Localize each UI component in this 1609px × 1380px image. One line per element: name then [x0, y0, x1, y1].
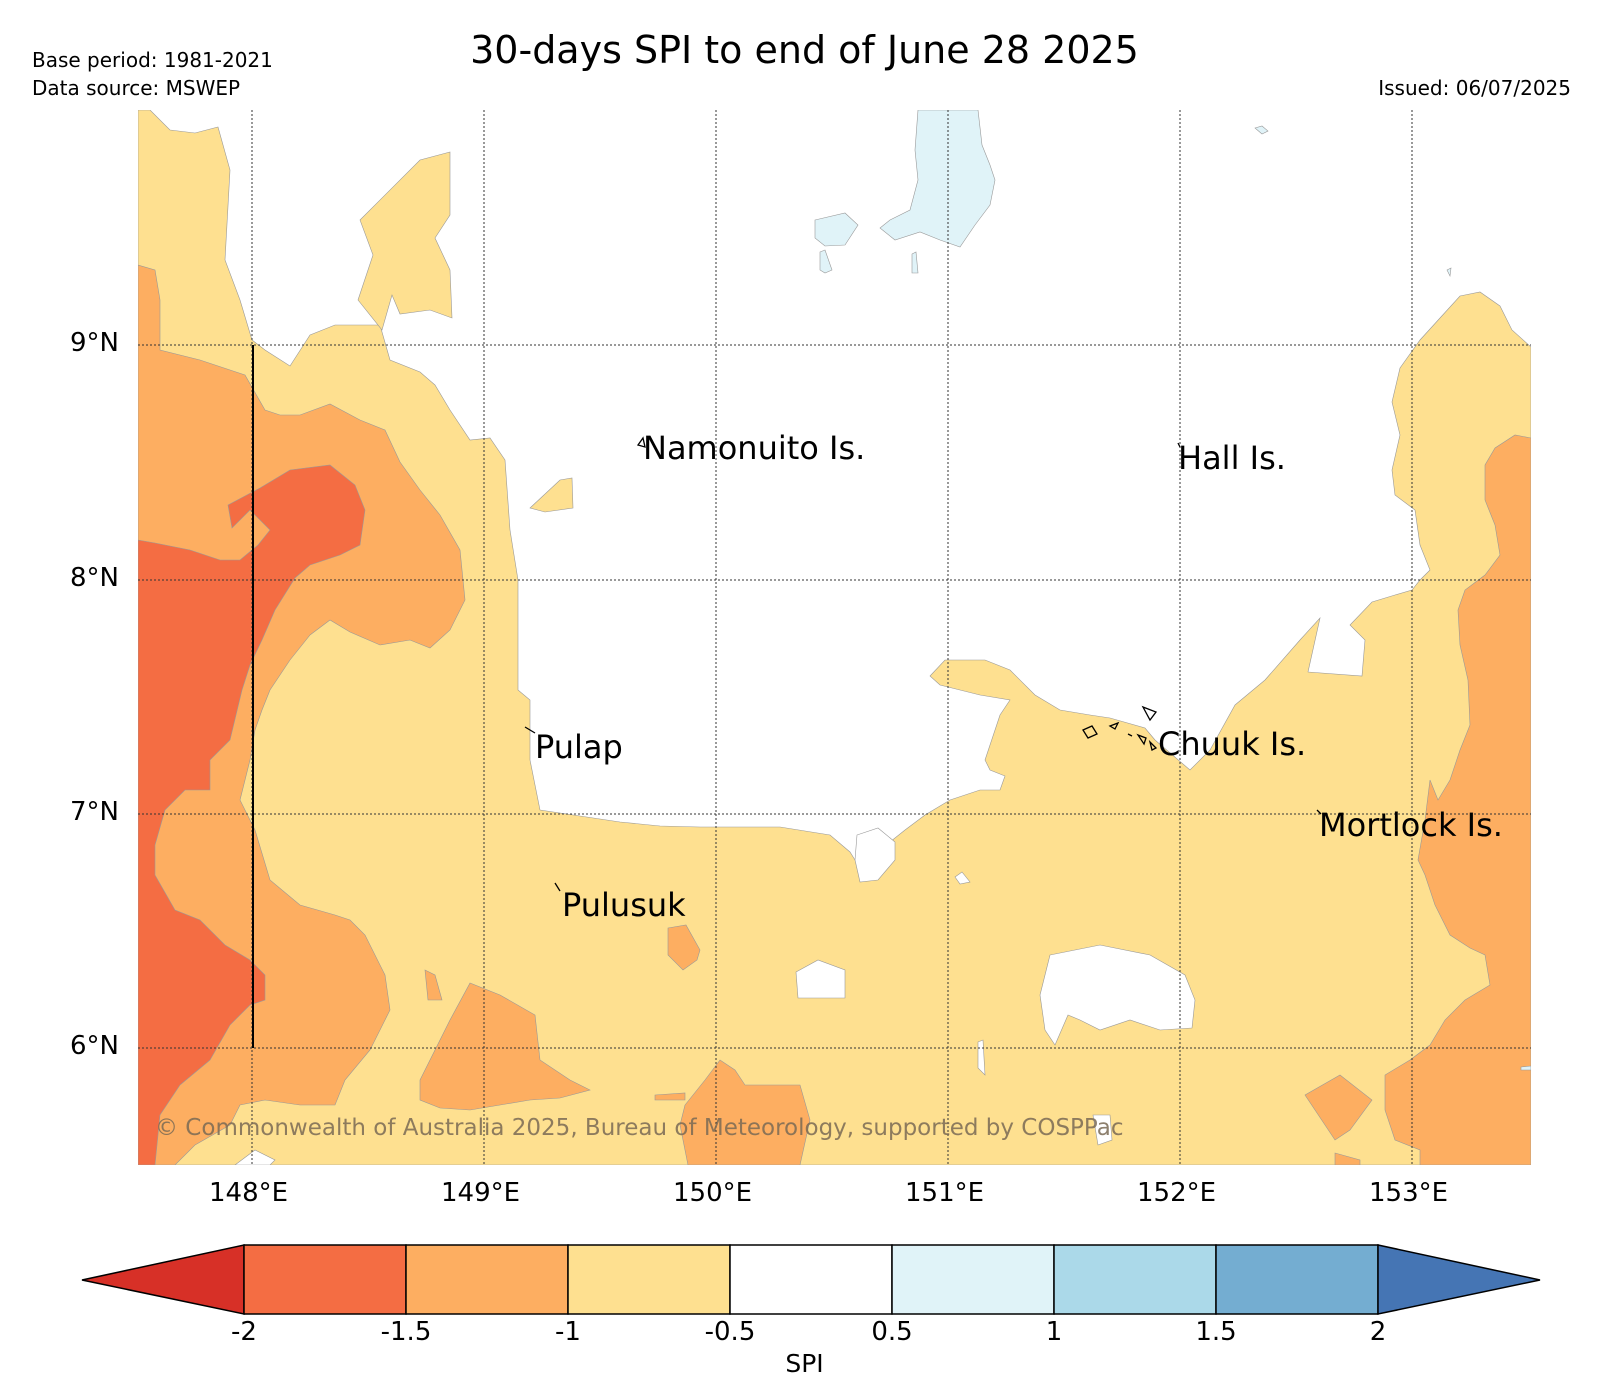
base-period: Base period: 1981-2021	[32, 48, 273, 72]
lat-tick-6n: 6°N	[70, 1031, 119, 1061]
lat-tick-9n: 9°N	[70, 328, 119, 358]
lat-tick-7n: 7°N	[70, 797, 119, 827]
lat-tick-8n: 8°N	[70, 563, 119, 593]
lon-tick-151e: 151°E	[905, 1178, 985, 1208]
map-title: 30-days SPI to end of June 28 2025	[470, 28, 1139, 72]
island-outlines	[524, 436, 1322, 892]
data-source: Data source: MSWEP	[32, 76, 241, 100]
colorbar-label: SPI	[785, 1349, 824, 1378]
place-label-chuuk: Chuuk Is.	[1158, 725, 1307, 763]
lon-tick-150e: 150°E	[673, 1178, 753, 1208]
place-label-pulusuk: Pulusuk	[562, 886, 686, 924]
colorbar-tick: 1.5	[1195, 1317, 1237, 1347]
colorbar-tick: -2	[231, 1317, 257, 1347]
colorbar-tick: 0.5	[871, 1317, 913, 1347]
lon-tick-152e: 152°E	[1137, 1178, 1217, 1208]
place-label-namonuito: Namonuito Is.	[643, 429, 866, 467]
lon-tick-148e: 148°E	[209, 1178, 289, 1208]
colorbar-tick: -1	[555, 1317, 581, 1347]
colorbar-tick: -0.5	[704, 1317, 756, 1347]
spi-region-dry	[138, 110, 1531, 1165]
graticule	[138, 110, 1531, 1165]
lon-tick-149e: 149°E	[441, 1178, 521, 1208]
copyright-notice: © Commonwealth of Australia 2025, Bureau…	[155, 1115, 1124, 1141]
colorbar-tick: -1.5	[380, 1317, 432, 1347]
colorbar-tick: 2	[1369, 1317, 1387, 1347]
place-label-pulap: Pulap	[535, 728, 623, 766]
lon-tick-153e: 153°E	[1369, 1178, 1449, 1208]
place-label-mortlock: Mortlock Is.	[1319, 806, 1503, 844]
spi-region-moderately-wet	[879, 110, 996, 248]
issued-date: Issued: 06/07/2025	[1378, 76, 1571, 100]
colorbar-tick: 1	[1045, 1317, 1063, 1347]
place-label-hall: Hall Is.	[1178, 439, 1286, 477]
